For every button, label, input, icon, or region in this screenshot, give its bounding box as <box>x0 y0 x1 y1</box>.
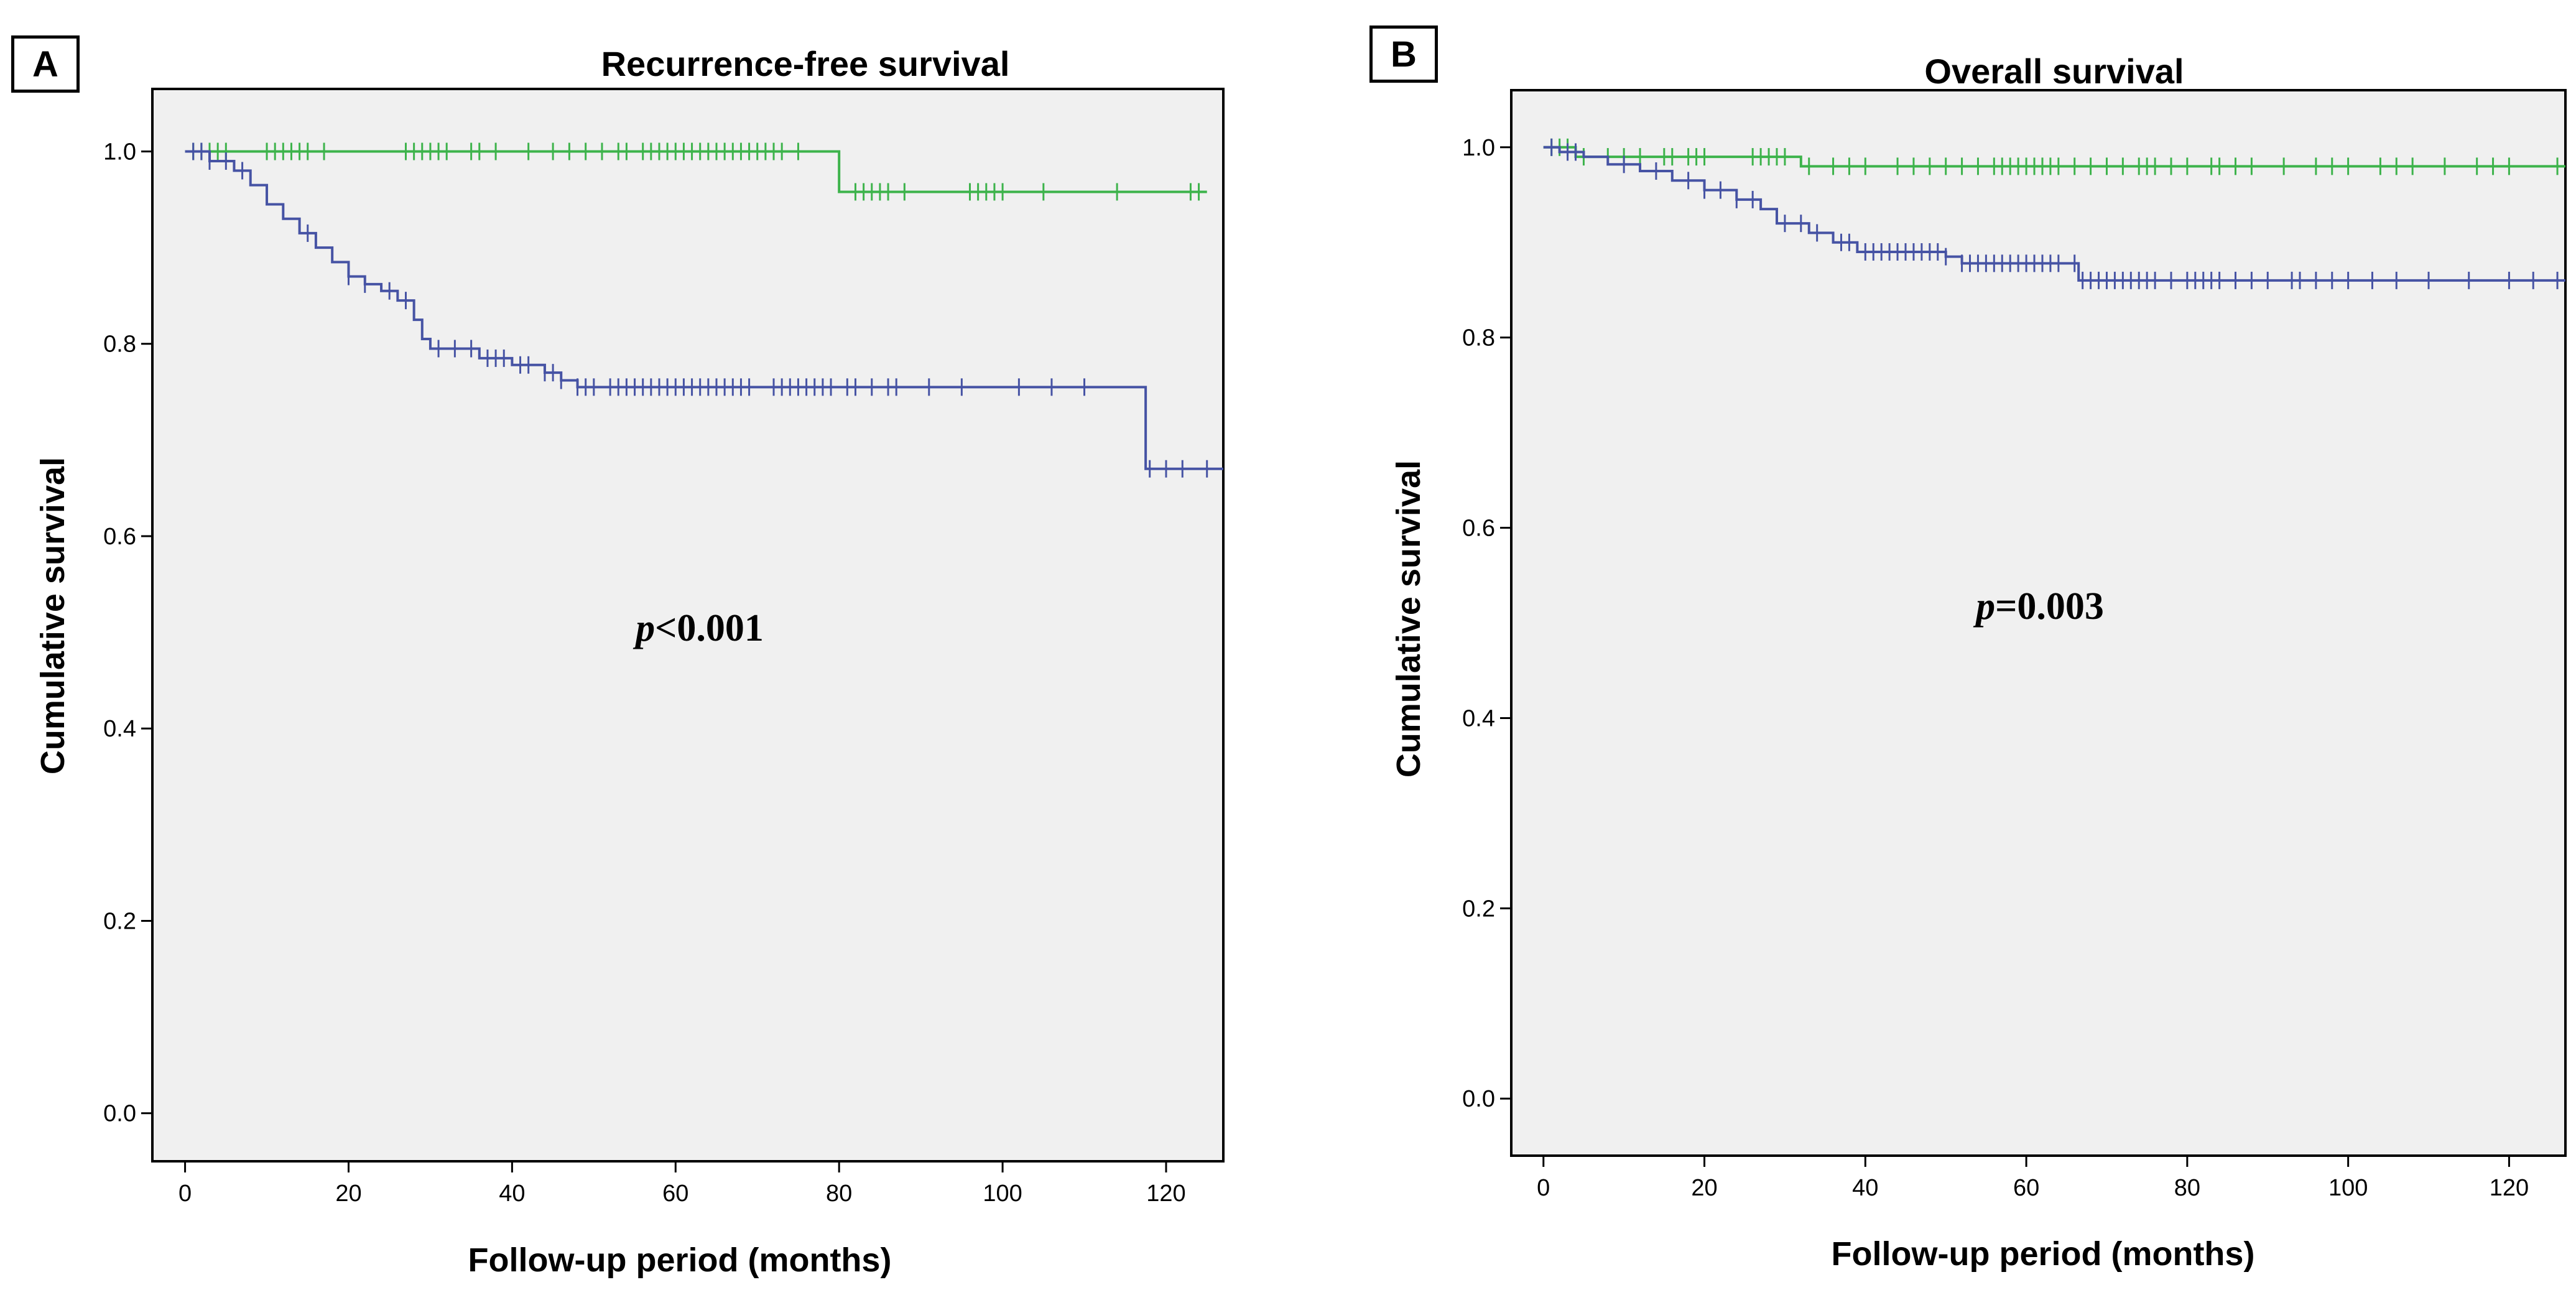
chart-a-ytick-label: 0.4 <box>103 716 136 742</box>
pvalue-symbol: p <box>636 607 656 649</box>
chart-b-xtick-label: 80 <box>2174 1175 2200 1201</box>
panel-a-label: A <box>11 35 80 93</box>
chart-b-xtick-label: 100 <box>2328 1175 2368 1201</box>
chart-b-ylabel: Cumulative survival <box>1390 460 1427 778</box>
chart-b-ytick-label: 0.2 <box>1462 896 1495 922</box>
chart-b-ytick-label: 1.0 <box>1462 135 1495 161</box>
chart-a-ytick-label: 0.8 <box>103 332 136 358</box>
chart-a-series-green-line <box>185 150 1207 193</box>
chart-b-series-blue-line <box>1543 146 2565 282</box>
chart-a-ytick-label: 0.2 <box>103 908 136 934</box>
chart-a-xtick-label: 0 <box>178 1181 192 1207</box>
chart-b-xtick-label: 0 <box>1537 1175 1550 1201</box>
chart-a-plot-area <box>151 88 1225 1163</box>
chart-b-ytick-label: 0.4 <box>1462 705 1495 731</box>
chart-a-xlabel: Follow-up period (months) <box>468 1242 892 1279</box>
chart-a-ytick-label: 0.0 <box>103 1101 136 1127</box>
chart-a-xtick-label: 80 <box>826 1181 852 1207</box>
chart-a-xtick-label: 100 <box>983 1181 1022 1207</box>
chart-a-pvalue: p<0.001 <box>636 606 764 651</box>
chart-b-pvalue: p=0.003 <box>1976 585 2104 629</box>
chart-a-ytick-label: 0.6 <box>103 524 136 550</box>
chart-b-ytick-label: 0.8 <box>1462 325 1495 351</box>
chart-b-title: Overall survival <box>1924 52 2184 91</box>
pvalue-text: =0.003 <box>1995 585 2104 628</box>
chart-a-xtick-label: 20 <box>335 1181 361 1207</box>
chart-b-plot-area <box>1510 89 2567 1157</box>
pvalue-text: <0.001 <box>655 607 764 649</box>
chart-b-xtick-label: 60 <box>2013 1175 2039 1201</box>
chart-b-xlabel: Follow-up period (months) <box>1831 1235 2255 1273</box>
chart-b-ytick-label: 0.0 <box>1462 1086 1495 1112</box>
chart-a-ylabel: Cumulative survival <box>34 457 72 775</box>
chart-b-xtick-label: 40 <box>1852 1175 1878 1201</box>
chart-a-title: Recurrence-free survival <box>601 44 1010 83</box>
chart-a-xtick-label: 120 <box>1146 1181 1185 1207</box>
pvalue-symbol: p <box>1976 585 1996 628</box>
chart-a-xtick-label: 60 <box>662 1181 688 1207</box>
chart-a-ytick-label: 1.0 <box>103 139 136 165</box>
chart-a-series-blue-line <box>185 150 1223 470</box>
chart-a-xtick-label: 40 <box>499 1181 525 1207</box>
panel-b-label: B <box>1369 26 1438 83</box>
chart-b-xtick-label: 20 <box>1691 1175 1717 1201</box>
chart-b-ytick-label: 0.6 <box>1462 516 1495 542</box>
chart-b-xtick-label: 120 <box>2490 1175 2529 1201</box>
